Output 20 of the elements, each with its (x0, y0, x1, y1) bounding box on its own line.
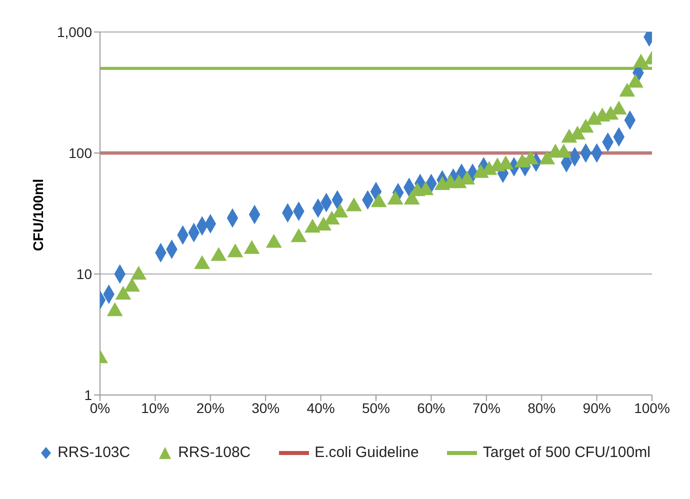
x-tick-label: 0% (90, 400, 110, 416)
y-tick-label: 100 (68, 144, 92, 161)
legend-label: E.coli Guideline (314, 444, 419, 461)
y-tick-label: 1 (84, 386, 92, 403)
legend-label: RRS-103C (58, 444, 130, 461)
x-tick-label: 70% (472, 400, 500, 416)
x-tick-label: 30% (252, 400, 280, 416)
x-tick-label: 80% (528, 400, 556, 416)
x-tick-label: 50% (362, 400, 390, 416)
legend-label: RRS-108C (178, 444, 251, 461)
x-tick-label: 60% (417, 400, 446, 416)
x-tick-label: 40% (306, 400, 335, 416)
x-tick-label: 20% (196, 400, 224, 416)
x-tick-label: 90% (582, 400, 611, 416)
legend-label: Target of 500 CFU/100ml (482, 444, 650, 461)
x-tick-label: 100% (634, 400, 670, 416)
y-tick-label: 1,000 (56, 24, 92, 40)
y-tick-label: 10 (76, 266, 92, 282)
x-tick-label: 10% (141, 400, 170, 416)
y-axis-title: CFU/100ml (30, 178, 46, 252)
